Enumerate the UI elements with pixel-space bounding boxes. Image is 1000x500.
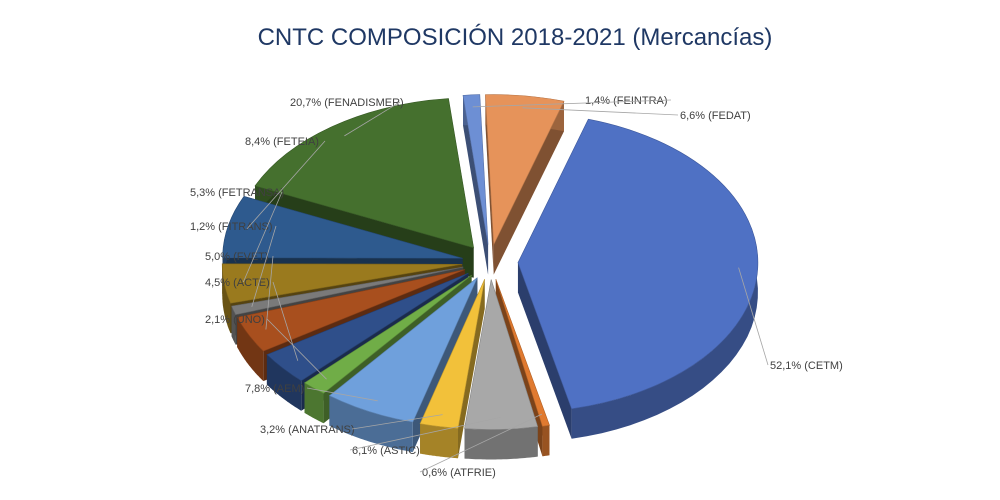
slice-side-astic (464, 426, 538, 460)
slice-side-fetransa (222, 263, 231, 334)
slice-tops (221, 94, 759, 430)
slice-cetm (517, 118, 759, 410)
slice-wall-uno (304, 275, 472, 413)
label-fvet: 5,0% (FVET) (205, 251, 269, 263)
leader-line-anatrans (351, 414, 443, 430)
slice-side-fitrans (231, 306, 236, 345)
leader-line-fedat (522, 107, 679, 116)
label-aem: 7,8% (AEM) (245, 383, 304, 395)
slice-side-anatrans (420, 423, 458, 459)
chart-title: CNTC COMPOSICIÓN 2018-2021 (Mercancías) (258, 24, 773, 51)
label-fedat: 6,6% (FEDAT) (680, 110, 751, 122)
slice-fetransa (221, 263, 463, 304)
leader-line-fitrans (251, 225, 277, 308)
slice-acte (266, 272, 469, 382)
slice-anatrans (419, 279, 485, 429)
slice-feteia (222, 195, 463, 259)
slice-wall-cetm (517, 262, 572, 439)
label-anatrans: 3,2% (ANATRANS) (260, 424, 355, 436)
leader-line-uno (266, 318, 327, 380)
slice-fitrans (231, 266, 464, 316)
slice-side-fvet (237, 317, 264, 382)
slice-fenadismer (254, 98, 474, 249)
leader-line-fetransa (242, 191, 283, 283)
leader-line-cetm (738, 267, 769, 366)
slice-wall-fedat (485, 94, 494, 275)
leader-line-aem (306, 387, 378, 402)
label-cetm: 52,1% (CETM) (770, 360, 843, 372)
slice-fedat (485, 94, 565, 246)
label-acte: 4,5% (ACTE) (205, 277, 270, 289)
leader-line-acte (272, 281, 299, 361)
leader-line-feintra (472, 99, 672, 108)
slice-astic (464, 279, 539, 430)
label-feteia: 8,4% (FETEIA) (245, 136, 319, 148)
data-labels: 1,4% (FEINTRA) 6,6% (FEDAT) 52,1% (CETM) 0,… (190, 95, 843, 479)
slice-aem (328, 277, 478, 423)
slice-feintra (462, 94, 489, 245)
label-uno: 2,1% (UNO) (205, 314, 265, 326)
label-fetransa: 5,3% (FETRANSA) (190, 187, 284, 199)
leader-line-fvet (265, 255, 274, 330)
label-fenadismer: 20,7% (FENADISMER) (290, 97, 404, 109)
slice-side-uno (304, 382, 324, 424)
leader-line-fenadismer (344, 101, 401, 137)
leader-line-astic (349, 417, 501, 451)
label-astic: 6,1% (ASTIC) (352, 445, 420, 457)
slice-wall-feintra (463, 95, 489, 275)
leader-line-feteia (246, 140, 326, 230)
slice-atfrie (495, 279, 550, 427)
slice-side-acte (266, 354, 302, 411)
label-feintra: 1,4% (FEINTRA) (585, 95, 668, 107)
label-fitrans: 1,2% (FITRANS) (190, 221, 273, 233)
slice-fvet (236, 269, 465, 352)
leader-line-atfrie (419, 413, 543, 473)
slice-wall-fedat (493, 101, 564, 275)
slice-side-atfrie (542, 425, 550, 457)
label-atfrie: 0,6% (ATFRIE) (422, 467, 496, 479)
slice-uno (303, 274, 472, 394)
slice-side-aem (329, 395, 413, 453)
